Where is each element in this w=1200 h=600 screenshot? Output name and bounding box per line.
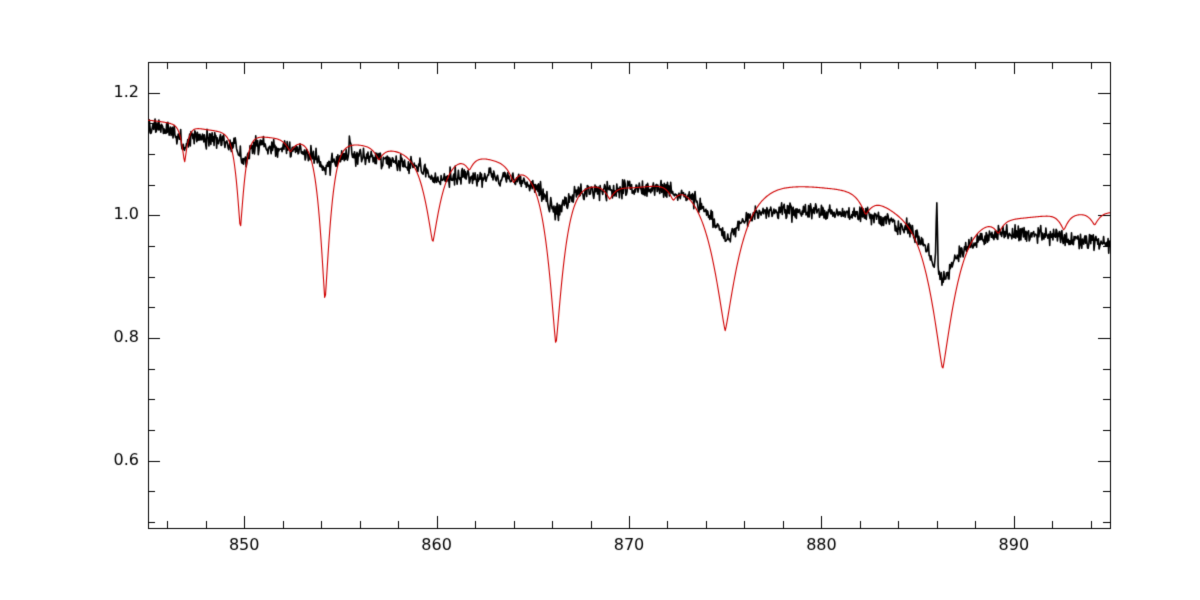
- spectrum-plot-window: 2.8318933 38.129399 1.0010000 1.6929629 …: [0, 0, 1200, 600]
- spectrum-canvas: [0, 0, 1200, 600]
